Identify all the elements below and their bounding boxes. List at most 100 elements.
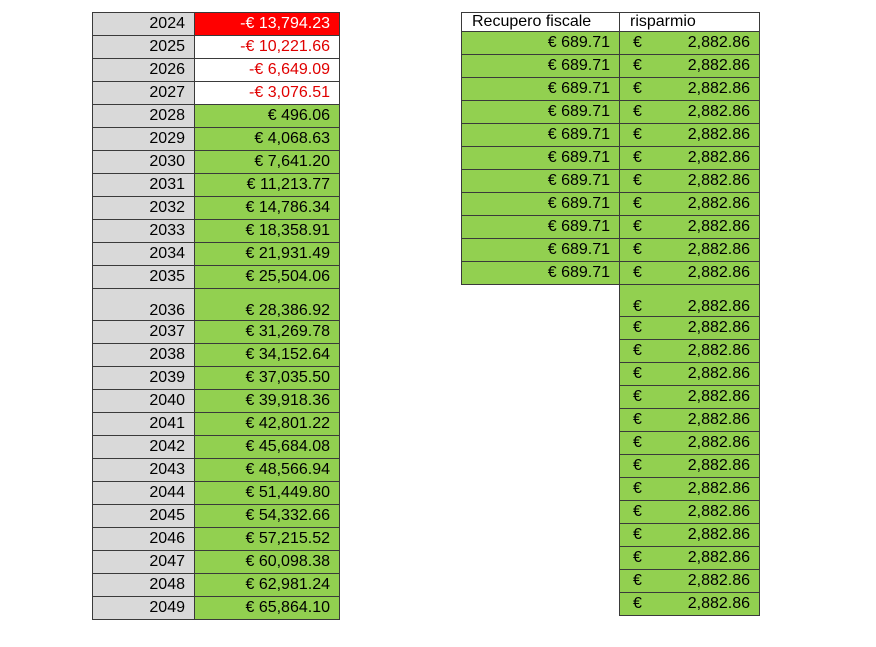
recupero-fiscale-cell[interactable]: € 689.71 [461,146,620,170]
risparmio-cell[interactable]: €2,882.86 [619,284,760,317]
recupero-fiscale-cell[interactable]: € 689.71 [461,238,620,262]
balance-cell[interactable]: € 42,801.22 [194,412,340,436]
savings-row: €2,882.86 [462,523,760,547]
balance-cell[interactable]: € 18,358.91 [194,219,340,243]
recupero-fiscale-cell[interactable]: € 689.71 [461,123,620,147]
risparmio-value: 2,882.86 [687,195,750,212]
balance-cell[interactable]: € 57,215.52 [194,527,340,551]
year-cell[interactable]: 2027 [92,81,195,105]
balance-cell[interactable]: € 14,786.34 [194,196,340,220]
year-cell[interactable]: 2045 [92,504,195,528]
year-cell[interactable]: 2043 [92,458,195,482]
year-cell[interactable]: 2035 [92,265,195,289]
balance-cell[interactable]: € 7,641.20 [194,150,340,174]
risparmio-cell[interactable]: €2,882.86 [619,500,760,524]
balance-cell[interactable]: € 51,449.80 [194,481,340,505]
year-cell[interactable]: 2049 [92,596,195,620]
recupero-fiscale-cell[interactable]: € 689.71 [461,100,620,124]
risparmio-cell[interactable]: €2,882.86 [619,592,760,616]
balance-cell[interactable]: € 65,864.10 [194,596,340,620]
year-cell[interactable]: 2034 [92,242,195,266]
savings-row: €2,882.86 [462,431,760,455]
risparmio-value: 2,882.86 [687,126,750,143]
risparmio-cell[interactable]: €2,882.86 [619,431,760,455]
risparmio-cell[interactable]: €2,882.86 [619,100,760,124]
risparmio-cell[interactable]: €2,882.86 [619,169,760,193]
recupero-fiscale-cell[interactable]: € 689.71 [461,169,620,193]
risparmio-cell[interactable]: €2,882.86 [619,238,760,262]
year-cell[interactable]: 2029 [92,127,195,151]
recupero-fiscale-cell[interactable]: € 689.71 [461,77,620,101]
balance-cell[interactable]: € 39,918.36 [194,389,340,413]
year-cell[interactable]: 2044 [92,481,195,505]
year-cell[interactable]: 2026 [92,58,195,82]
balance-cell[interactable]: € 54,332.66 [194,504,340,528]
balance-cell[interactable]: € 34,152.64 [194,343,340,367]
balance-cell[interactable]: € 31,269.78 [194,320,340,344]
year-cell[interactable]: 2030 [92,150,195,174]
balance-cell[interactable]: € 45,684.08 [194,435,340,459]
recupero-fiscale-cell[interactable]: € 689.71 [461,31,620,55]
year-cell[interactable]: 2041 [92,412,195,436]
savings-row: €2,882.86 [462,454,760,478]
currency-symbol: € [633,572,642,589]
recupero-fiscale-cell[interactable]: € 689.71 [461,192,620,216]
year-cell[interactable]: 2048 [92,573,195,597]
risparmio-cell[interactable]: €2,882.86 [619,31,760,55]
risparmio-cell[interactable]: €2,882.86 [619,54,760,78]
year-cell[interactable]: 2047 [92,550,195,574]
year-cell[interactable]: 2024 [92,12,195,36]
year-row: 2031 € 11,213.77 [92,173,340,197]
year-cell[interactable]: 2028 [92,104,195,128]
recupero-fiscale-cell[interactable]: € 689.71 [461,261,620,285]
risparmio-cell[interactable]: €2,882.86 [619,523,760,547]
header-recupero-fiscale[interactable]: Recupero fiscale [461,12,620,32]
year-cell[interactable]: 2036 [92,288,195,321]
year-cell[interactable]: 2032 [92,196,195,220]
risparmio-cell[interactable]: €2,882.86 [619,569,760,593]
risparmio-cell[interactable]: €2,882.86 [619,546,760,570]
risparmio-cell[interactable]: €2,882.86 [619,192,760,216]
risparmio-cell[interactable]: €2,882.86 [619,362,760,386]
risparmio-cell[interactable]: €2,882.86 [619,77,760,101]
year-cell[interactable]: 2042 [92,435,195,459]
balance-cell[interactable]: -€ 10,221.66 [194,35,340,59]
balance-cell[interactable]: -€ 13,794.23 [194,12,340,36]
recupero-fiscale-cell[interactable]: € 689.71 [461,215,620,239]
header-risparmio[interactable]: risparmio [619,12,760,32]
risparmio-cell[interactable]: €2,882.86 [619,316,760,340]
risparmio-cell[interactable]: €2,882.86 [619,477,760,501]
risparmio-cell[interactable]: €2,882.86 [619,215,760,239]
risparmio-cell[interactable]: €2,882.86 [619,454,760,478]
balance-cell[interactable]: -€ 3,076.51 [194,81,340,105]
risparmio-value: 2,882.86 [687,218,750,235]
balance-cell[interactable]: € 28,386.92 [194,288,340,321]
balance-cell[interactable]: € 48,566.94 [194,458,340,482]
risparmio-cell[interactable]: €2,882.86 [619,385,760,409]
year-cell[interactable]: 2037 [92,320,195,344]
year-cell[interactable]: 2046 [92,527,195,551]
balance-cell[interactable]: € 37,035.50 [194,366,340,390]
year-cell[interactable]: 2031 [92,173,195,197]
balance-cell[interactable]: € 496.06 [194,104,340,128]
risparmio-cell[interactable]: €2,882.86 [619,146,760,170]
year-cell[interactable]: 2040 [92,389,195,413]
balance-cell[interactable]: -€ 6,649.09 [194,58,340,82]
year-cell[interactable]: 2025 [92,35,195,59]
balance-cell[interactable]: € 60,098.38 [194,550,340,574]
balance-cell[interactable]: € 25,504.06 [194,265,340,289]
year-row: 2033 € 18,358.91 [92,219,340,243]
balance-cell[interactable]: € 11,213.77 [194,173,340,197]
balance-cell[interactable]: € 21,931.49 [194,242,340,266]
risparmio-cell[interactable]: €2,882.86 [619,339,760,363]
risparmio-cell[interactable]: €2,882.86 [619,261,760,285]
risparmio-cell[interactable]: €2,882.86 [619,408,760,432]
recupero-fiscale-cell[interactable]: € 689.71 [461,54,620,78]
year-cell[interactable]: 2038 [92,343,195,367]
currency-symbol: € [633,195,642,212]
balance-cell[interactable]: € 62,981.24 [194,573,340,597]
year-cell[interactable]: 2033 [92,219,195,243]
risparmio-cell[interactable]: €2,882.86 [619,123,760,147]
year-cell[interactable]: 2039 [92,366,195,390]
balance-cell[interactable]: € 4,068.63 [194,127,340,151]
